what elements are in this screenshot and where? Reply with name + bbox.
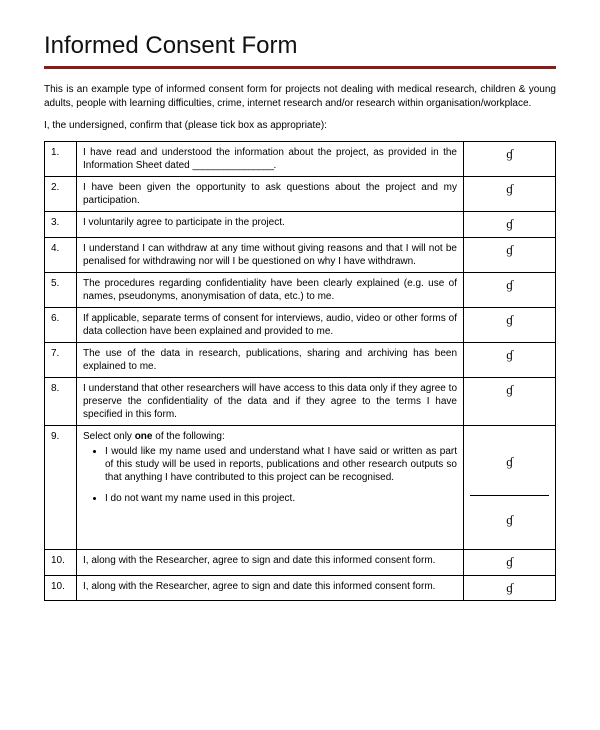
page: Informed Consent Form This is an example…	[0, 0, 600, 621]
row-text: The use of the data in research, publica…	[77, 342, 464, 377]
row-text-b: .	[274, 160, 277, 171]
check-icon: ɠ	[506, 312, 513, 329]
row-text: I, along with the Researcher, agree to s…	[77, 549, 464, 575]
row-text: I have been given the opportunity to ask…	[77, 177, 464, 212]
check-icon: ɠ	[506, 242, 513, 259]
row-text: If applicable, separate terms of consent…	[77, 307, 464, 342]
table-row: 2. I have been given the opportunity to …	[45, 177, 556, 212]
check-cell[interactable]: ɠ	[470, 495, 549, 545]
row-text: I understand I can withdraw at any time …	[77, 237, 464, 272]
check-cell[interactable]: ɠ	[464, 575, 556, 601]
check-icon: ɠ	[506, 454, 513, 471]
row9-lead-a: Select only	[83, 431, 135, 442]
row-number: 3.	[45, 212, 77, 238]
intro-text: This is an example type of informed cons…	[44, 83, 556, 110]
check-icon: ɠ	[506, 512, 513, 529]
table-row: 9. Select only one of the following: I w…	[45, 425, 556, 549]
check-icon: ɠ	[506, 181, 513, 198]
check-cell[interactable]: ɠ	[464, 237, 556, 272]
table-row: 10. I, along with the Researcher, agree …	[45, 575, 556, 601]
title-underline	[44, 66, 556, 69]
row9-option-2: I do not want my name used in this proje…	[105, 492, 457, 505]
table-row: 3. I voluntarily agree to participate in…	[45, 212, 556, 238]
check-cell[interactable]: ɠ	[464, 377, 556, 425]
row-number: 10.	[45, 549, 77, 575]
check-cell[interactable]: ɠ	[464, 272, 556, 307]
table-row: 10. I, along with the Researcher, agree …	[45, 549, 556, 575]
row-number: 9.	[45, 425, 77, 549]
check-icon: ɠ	[506, 580, 513, 597]
row9-lead-bold: one	[135, 431, 153, 442]
check-cell[interactable]: ɠ	[464, 342, 556, 377]
page-title: Informed Consent Form	[44, 32, 556, 60]
row9-options: I would like my name used and understand…	[83, 445, 457, 505]
row9-option-1: I would like my name used and understand…	[105, 445, 457, 484]
row-number: 1.	[45, 142, 77, 177]
check-icon: ɠ	[506, 382, 513, 399]
check-icon: ɠ	[506, 146, 513, 163]
check-icon: ɠ	[506, 347, 513, 364]
check-cell[interactable]: ɠ	[464, 177, 556, 212]
check-cell[interactable]: ɠ	[464, 212, 556, 238]
row-text: I voluntarily agree to participate in th…	[77, 212, 464, 238]
row-text: I understand that other researchers will…	[77, 377, 464, 425]
row-number: 10.	[45, 575, 77, 601]
confirm-text: I, the undersigned, confirm that (please…	[44, 120, 556, 131]
blank-line: ________________	[193, 160, 274, 171]
table-row: 6. If applicable, separate terms of cons…	[45, 307, 556, 342]
row-text: Select only one of the following: I woul…	[77, 425, 464, 549]
row-number: 2.	[45, 177, 77, 212]
check-icon: ɠ	[506, 277, 513, 294]
row-number: 8.	[45, 377, 77, 425]
table-row: 5. The procedures regarding confidential…	[45, 272, 556, 307]
row-number: 6.	[45, 307, 77, 342]
check-icon: ɠ	[506, 216, 513, 233]
check-cell[interactable]: ɠ	[464, 549, 556, 575]
row-number: 4.	[45, 237, 77, 272]
table-row: 4. I understand I can withdraw at any ti…	[45, 237, 556, 272]
row-number: 5.	[45, 272, 77, 307]
row-text: The procedures regarding confidentiality…	[77, 272, 464, 307]
table-row: 1. I have read and understood the inform…	[45, 142, 556, 177]
row-number: 7.	[45, 342, 77, 377]
check-cell[interactable]: ɠ	[464, 142, 556, 177]
row-text: I have read and understood the informati…	[77, 142, 464, 177]
table-row: 7. The use of the data in research, publ…	[45, 342, 556, 377]
check-icon: ɠ	[506, 554, 513, 571]
check-cell-split: ɠ ɠ	[464, 425, 556, 549]
consent-table: 1. I have read and understood the inform…	[44, 141, 556, 601]
row-text: I, along with the Researcher, agree to s…	[77, 575, 464, 601]
check-cell[interactable]: ɠ	[464, 307, 556, 342]
row9-lead-b: of the following:	[152, 431, 224, 442]
check-cell[interactable]: ɠ	[470, 430, 549, 495]
table-row: 8. I understand that other researchers w…	[45, 377, 556, 425]
